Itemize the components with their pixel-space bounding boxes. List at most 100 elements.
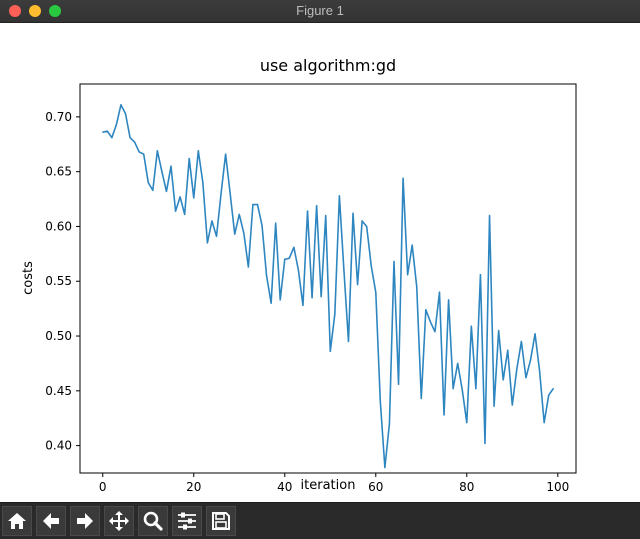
data-point xyxy=(293,246,295,248)
data-point xyxy=(366,225,368,228)
data-point xyxy=(320,295,322,298)
data-point xyxy=(388,423,391,425)
data-point xyxy=(379,401,381,403)
data-point xyxy=(534,333,536,335)
data-point xyxy=(466,421,468,424)
data-point xyxy=(397,383,400,385)
data-point xyxy=(370,265,372,267)
y-tick-label: 0.55 xyxy=(45,274,72,288)
zoom-button[interactable] xyxy=(138,506,168,536)
data-point xyxy=(356,283,359,286)
x-axis-label: iteration xyxy=(301,478,356,493)
data-point xyxy=(539,370,541,372)
data-point xyxy=(270,302,272,304)
data-point xyxy=(338,195,340,197)
y-axis: 0.40 0.45 0.50 0.55 0.60 0.65 0.70 xyxy=(45,110,80,453)
data-point xyxy=(111,137,113,139)
minimize-window-button[interactable] xyxy=(29,5,41,17)
forward-button[interactable] xyxy=(70,506,100,536)
configure-subplots-button[interactable] xyxy=(172,506,202,536)
data-point xyxy=(120,104,122,106)
data-point xyxy=(507,349,509,351)
data-point xyxy=(484,442,486,445)
data-point xyxy=(220,192,222,195)
line-chart: use algorithm:gd 0 20 40 60 80 100 0.400.450.… xyxy=(21,56,577,494)
x-tick-label: 100 xyxy=(546,480,569,494)
data-point xyxy=(316,205,318,207)
data-point xyxy=(516,368,518,370)
data-point xyxy=(243,232,245,234)
sliders-icon xyxy=(178,512,196,530)
data-point xyxy=(161,171,163,173)
save-button[interactable] xyxy=(206,506,236,536)
data-point xyxy=(511,404,513,406)
x-tick-label: 40 xyxy=(277,480,292,494)
data-point xyxy=(202,182,204,184)
data-point xyxy=(475,388,477,390)
y-axis-label: costs xyxy=(21,261,36,295)
data-point xyxy=(134,141,136,143)
home-button[interactable] xyxy=(2,506,32,536)
y-tick-label: 0.45 xyxy=(45,384,72,398)
data-point xyxy=(384,466,386,469)
close-window-button[interactable] xyxy=(9,5,21,17)
series-line xyxy=(102,104,554,469)
data-point xyxy=(325,214,327,217)
data-point xyxy=(447,299,450,301)
window-title: Figure 1 xyxy=(296,3,344,18)
data-point xyxy=(238,213,240,215)
data-point xyxy=(247,266,249,268)
data-point xyxy=(143,153,145,155)
data-point xyxy=(179,196,181,198)
data-point xyxy=(252,203,254,206)
data-point xyxy=(102,131,104,133)
data-point xyxy=(548,394,550,396)
data-point xyxy=(261,224,263,226)
x-tick-label: 80 xyxy=(459,480,474,494)
data-point xyxy=(498,329,500,332)
data-point xyxy=(165,190,168,192)
y-tick-label: 0.50 xyxy=(45,329,72,343)
data-point xyxy=(334,313,336,315)
data-point xyxy=(115,123,117,126)
home-icon xyxy=(8,513,26,529)
data-point xyxy=(129,137,131,139)
data-point xyxy=(211,220,213,222)
data-point xyxy=(407,274,409,276)
data-point xyxy=(457,362,459,365)
pan-button[interactable] xyxy=(104,506,134,536)
data-point xyxy=(552,388,554,390)
data-point xyxy=(156,150,158,152)
data-point xyxy=(425,309,427,311)
data-point xyxy=(347,340,350,343)
data-point xyxy=(416,286,418,288)
data-point xyxy=(306,210,309,212)
data-point xyxy=(197,150,199,152)
data-point xyxy=(152,189,154,191)
data-point xyxy=(106,130,108,132)
back-button[interactable] xyxy=(36,506,66,536)
data-point xyxy=(188,157,190,160)
data-point xyxy=(470,325,472,327)
x-tick-label: 60 xyxy=(368,480,383,494)
data-point xyxy=(429,321,431,323)
data-point xyxy=(288,257,290,259)
data-point xyxy=(275,222,277,224)
maximize-window-button[interactable] xyxy=(49,5,61,17)
data-point xyxy=(138,151,140,153)
figure-canvas: use algorithm:gd 0 20 40 60 80 100 0.40 0.45 0.… xyxy=(0,23,640,502)
data-point xyxy=(147,182,149,184)
data-point xyxy=(284,258,286,260)
data-point xyxy=(493,405,495,407)
data-point xyxy=(525,377,527,379)
y-tick-label: 0.40 xyxy=(45,439,72,453)
x-tick-label: 0 xyxy=(99,480,107,494)
data-point xyxy=(174,210,177,212)
data-point xyxy=(311,297,313,299)
data-point xyxy=(529,359,532,361)
data-point xyxy=(265,275,268,277)
data-point xyxy=(361,220,363,222)
navigation-toolbar xyxy=(0,502,640,539)
y-tick-label: 0.60 xyxy=(45,219,72,233)
data-point xyxy=(184,213,186,215)
